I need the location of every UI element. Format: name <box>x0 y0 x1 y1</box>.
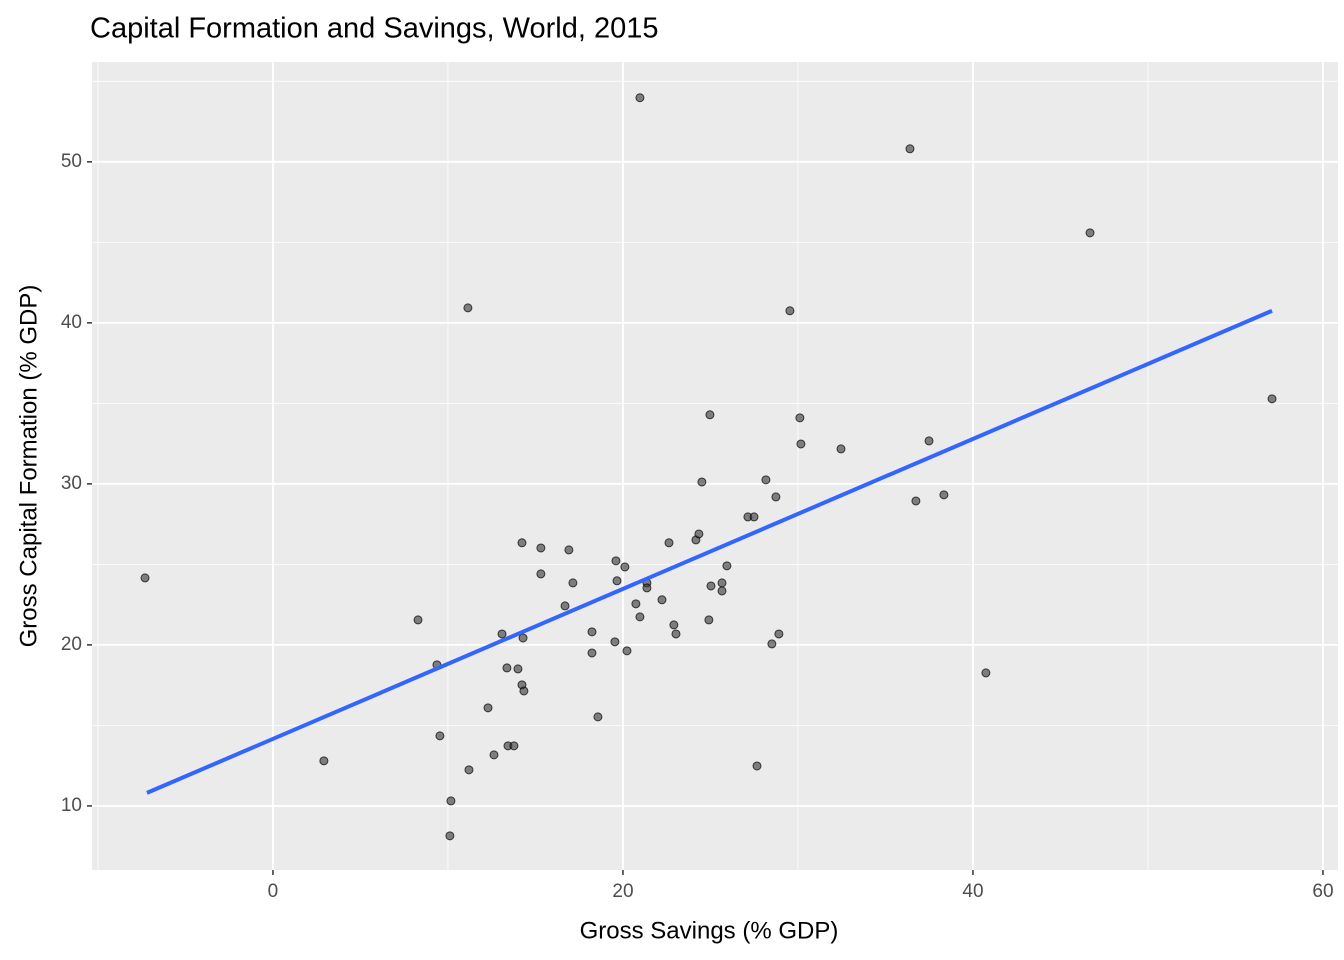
chart-title: Capital Formation and Savings, World, 20… <box>90 13 659 45</box>
point <box>924 436 934 446</box>
point <box>717 586 727 596</box>
point <box>752 761 762 771</box>
point <box>593 712 603 722</box>
point <box>761 475 771 485</box>
point <box>704 615 714 625</box>
trend-line <box>146 308 1273 795</box>
point <box>796 439 806 449</box>
point <box>587 648 597 658</box>
point <box>642 583 652 593</box>
point <box>611 556 621 566</box>
point <box>509 741 519 751</box>
x-tick-label: 20 <box>612 881 633 902</box>
point <box>445 831 455 841</box>
y-tick-label: 50 <box>61 151 82 172</box>
point <box>836 444 846 454</box>
point <box>489 750 499 760</box>
point <box>435 731 445 741</box>
point <box>635 93 645 103</box>
panel <box>92 62 1338 870</box>
point <box>911 496 921 506</box>
y-tick-label: 40 <box>61 312 82 333</box>
point <box>981 668 991 678</box>
point <box>697 477 707 487</box>
point <box>620 562 630 572</box>
point <box>767 639 777 649</box>
point <box>497 629 507 639</box>
point <box>513 664 523 674</box>
point <box>483 703 493 713</box>
y-axis-title: Gross Capital Formation (% GDP) <box>15 285 42 648</box>
point <box>560 601 570 611</box>
point <box>705 410 715 420</box>
point <box>413 615 423 625</box>
point <box>795 413 805 423</box>
point <box>518 633 528 643</box>
point <box>536 569 546 579</box>
point <box>140 573 150 583</box>
point <box>749 512 759 522</box>
point <box>657 595 667 605</box>
point <box>717 578 727 588</box>
point <box>669 620 679 630</box>
x-tick-label: 0 <box>268 881 279 902</box>
point <box>1085 228 1095 238</box>
point <box>706 581 716 591</box>
point <box>446 796 456 806</box>
point <box>939 490 949 500</box>
y-tick-label: 30 <box>61 473 82 494</box>
point <box>464 765 474 775</box>
point <box>774 629 784 639</box>
point <box>502 663 512 673</box>
point <box>463 303 473 313</box>
x-tick-label: 60 <box>1312 881 1333 902</box>
point <box>1267 394 1277 404</box>
x-axis-title: Gross Savings (% GDP) <box>580 917 839 944</box>
point <box>631 599 641 609</box>
point <box>587 627 597 637</box>
point <box>905 144 915 154</box>
point <box>635 612 645 622</box>
point <box>612 576 622 586</box>
point <box>319 756 329 766</box>
point <box>671 629 681 639</box>
point <box>722 561 732 571</box>
point <box>771 492 781 502</box>
point <box>564 545 574 555</box>
y-tick-label: 10 <box>61 795 82 816</box>
point <box>536 543 546 553</box>
point <box>519 686 529 696</box>
point <box>694 529 704 539</box>
x-tick-label: 40 <box>962 881 983 902</box>
point <box>664 538 674 548</box>
point <box>517 538 527 548</box>
point <box>622 646 632 656</box>
point <box>568 578 578 588</box>
point <box>610 637 620 647</box>
y-tick-label: 20 <box>61 634 82 655</box>
point <box>785 306 795 316</box>
